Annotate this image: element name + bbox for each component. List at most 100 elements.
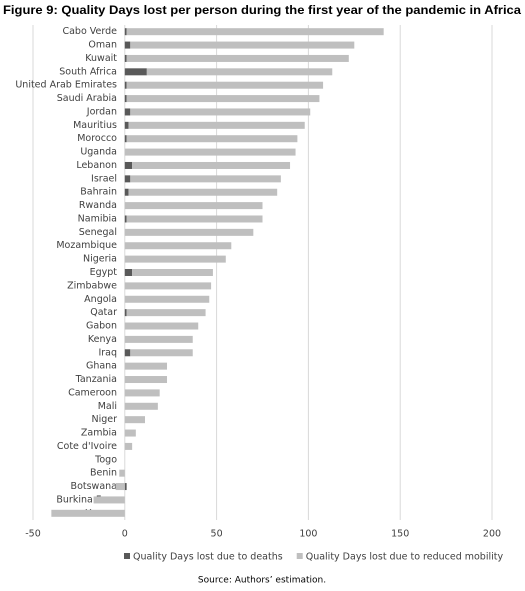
- bar-segment: [126, 28, 384, 36]
- bar-segment: [130, 108, 311, 116]
- bar-segment: [115, 483, 125, 491]
- y-tick-label: Tanzania: [75, 374, 117, 385]
- bar-segment: [124, 295, 210, 303]
- bar-segment: [124, 148, 296, 156]
- y-tick-label: Uganda: [80, 147, 117, 158]
- bar-segment: [126, 215, 263, 223]
- y-tick-label: Togo: [94, 454, 117, 465]
- bar-segment: [124, 429, 136, 437]
- x-tick-label: 150: [391, 529, 409, 540]
- bar-segment: [124, 376, 168, 384]
- bar-segment: [124, 108, 131, 116]
- bar-segment: [124, 68, 147, 76]
- x-tick-label: 200: [483, 529, 501, 540]
- y-tick-label: Egypt: [90, 267, 118, 278]
- bar-segment: [124, 483, 127, 491]
- y-tick-label: Ghana: [86, 361, 117, 372]
- bar-segment: [132, 161, 291, 169]
- x-tick-label: -50: [25, 529, 41, 540]
- legend-swatch: [124, 553, 130, 559]
- chart-title: Figure 9: Quality Days lost per person d…: [3, 3, 521, 17]
- y-tick-label: Oman: [88, 40, 117, 51]
- y-tick-label: Kenya: [88, 334, 117, 345]
- bar-segment: [124, 442, 133, 450]
- bar-segment: [124, 242, 232, 250]
- y-tick-label: South Africa: [59, 66, 117, 77]
- y-tick-label: Bahrain: [80, 187, 117, 198]
- y-tick-label: Niger: [91, 414, 117, 425]
- bar-segment: [132, 269, 213, 276]
- y-tick-label: Mozambique: [56, 240, 117, 251]
- bar-segment: [93, 496, 125, 504]
- bar-segment: [124, 416, 145, 424]
- y-tick-label: Rwanda: [79, 200, 117, 211]
- y-tick-label: Burkina Faso: [56, 494, 117, 505]
- legend-label: Quality Days lost due to deaths: [133, 552, 283, 563]
- bar-segment: [124, 309, 127, 317]
- bar-segment: [51, 509, 125, 517]
- bar-segment: [124, 389, 160, 397]
- bar-segment: [130, 175, 281, 183]
- bar-segment: [126, 309, 206, 317]
- y-tick-label: Angola: [84, 294, 117, 305]
- bar-segment: [126, 81, 324, 89]
- bar-segment: [124, 95, 127, 103]
- y-tick-label: Cote d'Ivoire: [57, 441, 117, 452]
- y-tick-label: United Arab Emirates: [15, 80, 117, 91]
- bar-segment: [124, 54, 127, 62]
- bar-segment: [128, 188, 278, 196]
- bar-segment: [124, 349, 131, 357]
- bar-segment: [124, 175, 131, 183]
- bar-segment: [124, 81, 127, 89]
- bar-segment: [124, 402, 158, 410]
- y-tick-label: Iraq: [98, 347, 117, 358]
- bar-segment: [124, 28, 127, 36]
- y-tick-label: Benin: [90, 468, 117, 479]
- bar-segment: [124, 121, 129, 129]
- bar-segment: [124, 269, 133, 276]
- bar-segment: [124, 202, 263, 210]
- bar-segment: [124, 135, 127, 143]
- bar-segment: [130, 41, 355, 49]
- bar-segment: [128, 121, 305, 129]
- y-tick-label: Gabon: [86, 321, 117, 332]
- y-tick-label: Zambia: [81, 428, 117, 439]
- source: Source: Authors’ estimation.: [198, 576, 326, 586]
- bar-segment: [124, 282, 212, 290]
- y-tick-label: Botswana: [71, 481, 117, 492]
- bar-segment: [124, 335, 193, 343]
- y-tick-label: Jordan: [86, 106, 117, 117]
- bar-segment: [146, 68, 333, 76]
- x-tick-label: 50: [211, 529, 223, 540]
- bar-segment: [124, 41, 131, 49]
- y-tick-label: Saudi Arabia: [57, 93, 117, 104]
- bar-segment: [124, 362, 168, 370]
- y-tick-label: Mauritius: [73, 120, 117, 131]
- y-tick-label: Qatar: [90, 307, 117, 318]
- bar-segment: [124, 255, 226, 263]
- bar-segment: [124, 322, 199, 330]
- bar-segment: [126, 54, 349, 62]
- y-tick-label: Cabo Verde: [62, 26, 117, 37]
- y-tick-label: Namibia: [78, 213, 117, 224]
- bar-segment: [126, 95, 320, 103]
- y-tick-label: Zimbabwe: [67, 280, 117, 291]
- y-tick-label: Lebanon: [76, 160, 117, 171]
- y-tick-label: Nigeria: [83, 254, 117, 265]
- bar-segment: [119, 469, 125, 477]
- bar-segment: [126, 135, 298, 143]
- bar-segment: [124, 228, 254, 236]
- y-tick-label: Mali: [98, 401, 117, 412]
- y-tick-label: Israel: [91, 173, 117, 184]
- x-tick-label: 0: [122, 529, 128, 540]
- bar-segment: [130, 349, 193, 357]
- bar-segment: [124, 215, 127, 223]
- y-tick-label: Senegal: [79, 227, 117, 238]
- y-tick-label: Kuwait: [85, 53, 117, 64]
- legend-swatch: [296, 553, 303, 559]
- legend-label: Quality Days lost due to reduced mobilit…: [306, 552, 504, 563]
- y-tick-label: Cameroon: [68, 387, 117, 398]
- bar-segment: [124, 161, 133, 169]
- bar-segment: [124, 188, 129, 196]
